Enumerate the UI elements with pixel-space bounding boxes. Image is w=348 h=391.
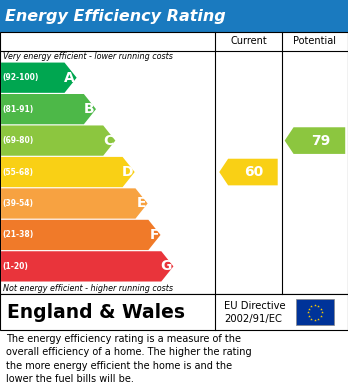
Text: B: B	[84, 102, 94, 116]
Text: G: G	[160, 259, 172, 273]
Text: 79: 79	[311, 134, 330, 147]
Text: E: E	[136, 197, 146, 210]
Text: (39-54): (39-54)	[3, 199, 34, 208]
Text: England & Wales: England & Wales	[7, 303, 185, 322]
Text: Energy Efficiency Rating: Energy Efficiency Rating	[5, 9, 226, 23]
Bar	[0, 0, 348, 32]
Bar	[0, 294, 348, 330]
Polygon shape	[1, 157, 135, 187]
Text: (69-80): (69-80)	[3, 136, 34, 145]
Text: D: D	[121, 165, 133, 179]
Polygon shape	[1, 251, 173, 282]
Text: Not energy efficient - higher running costs: Not energy efficient - higher running co…	[3, 284, 173, 293]
Text: 60: 60	[244, 165, 263, 179]
Text: (1-20): (1-20)	[3, 262, 29, 271]
Polygon shape	[1, 220, 160, 250]
Text: Very energy efficient - lower running costs: Very energy efficient - lower running co…	[3, 52, 173, 61]
Text: Current: Current	[230, 36, 267, 47]
Text: (55-68): (55-68)	[3, 167, 34, 177]
Bar	[0, 32, 348, 294]
Text: A: A	[64, 71, 75, 85]
Polygon shape	[219, 159, 278, 185]
Polygon shape	[1, 126, 115, 156]
Text: The energy efficiency rating is a measure of the
overall efficiency of a home. T: The energy efficiency rating is a measur…	[6, 334, 252, 384]
Polygon shape	[285, 127, 345, 154]
Text: Potential: Potential	[293, 36, 337, 47]
Text: (81-91): (81-91)	[3, 105, 34, 114]
Bar	[296, 300, 334, 325]
Text: EU Directive
2002/91/EC: EU Directive 2002/91/EC	[224, 301, 285, 324]
Polygon shape	[1, 188, 148, 219]
Polygon shape	[1, 94, 96, 124]
Polygon shape	[1, 63, 77, 93]
Text: (21-38): (21-38)	[3, 230, 34, 239]
Text: (92-100): (92-100)	[3, 73, 39, 82]
Text: F: F	[149, 228, 159, 242]
Text: C: C	[103, 134, 113, 147]
